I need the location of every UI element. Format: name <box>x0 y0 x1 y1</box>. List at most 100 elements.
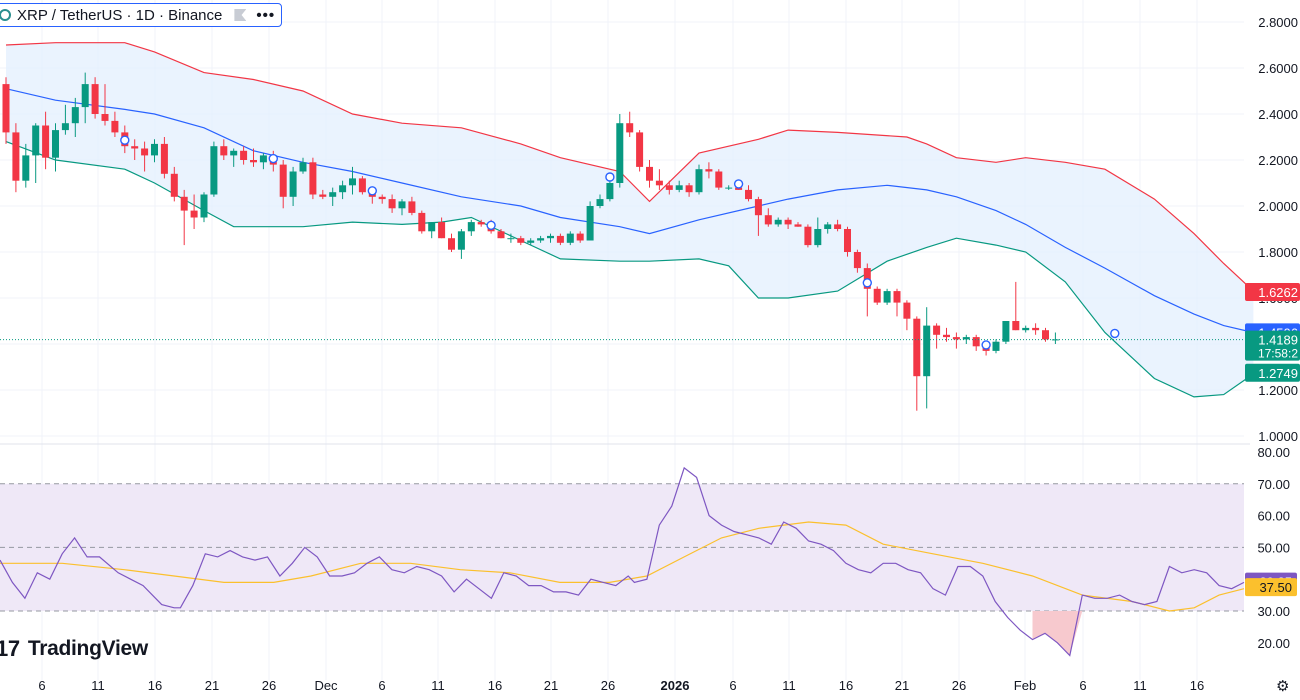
event-marker <box>367 186 377 196</box>
candle <box>873 286 881 305</box>
rsi-value-label-bg <box>1245 578 1297 597</box>
candle-body <box>22 155 30 181</box>
candle <box>1042 327 1049 342</box>
candle <box>190 194 198 229</box>
candle <box>339 180 347 200</box>
candle <box>22 143 30 188</box>
time-tick-label: 26 <box>952 678 966 693</box>
candle <box>259 153 267 170</box>
rsi-ma-line <box>0 521 1245 612</box>
event-marker <box>605 172 615 182</box>
candle <box>61 104 69 135</box>
candle-body <box>477 222 485 225</box>
candle-body <box>556 235 564 243</box>
candle-body <box>962 337 970 340</box>
price-tick-label: 2.6000 <box>1258 61 1298 76</box>
candle-body <box>853 252 861 269</box>
candle <box>824 222 832 234</box>
candle <box>141 141 149 172</box>
candle-body <box>141 148 149 156</box>
candle-body <box>883 291 891 303</box>
candle <box>160 137 168 179</box>
candle <box>695 164 703 195</box>
candle <box>636 130 644 172</box>
candle-body <box>952 337 960 340</box>
candle <box>923 307 931 409</box>
time-tick-label: 21 <box>895 678 909 693</box>
candle-body <box>299 162 307 172</box>
candle <box>1012 281 1020 331</box>
candle-body <box>507 238 515 240</box>
candle <box>398 199 406 216</box>
candle <box>913 316 921 411</box>
candle <box>250 148 257 167</box>
candle-body <box>616 123 624 183</box>
candle-body <box>388 199 396 209</box>
candle-body <box>309 162 317 195</box>
time-tick-label: 16 <box>1190 678 1204 693</box>
candle-body <box>586 206 594 241</box>
candle <box>576 231 584 243</box>
candle <box>903 300 911 331</box>
candle-body <box>408 201 416 213</box>
event-markers[interactable] <box>120 135 1259 350</box>
rsi-tick-label: 80.00 <box>1257 445 1290 460</box>
candle-body <box>517 238 525 243</box>
candle-body <box>566 233 574 243</box>
candle-body <box>101 114 109 121</box>
candle-body <box>497 231 505 239</box>
tradingview-logo[interactable]: 17 TradingView <box>0 636 148 662</box>
candle-body <box>428 222 436 232</box>
rsi-pane <box>0 466 1245 657</box>
time-tick-label: 16 <box>488 678 502 693</box>
candle <box>230 148 238 167</box>
candle-body <box>933 325 941 335</box>
candle-body <box>537 238 545 241</box>
candle <box>606 180 614 202</box>
candle-body <box>1012 321 1020 331</box>
price-countdown-text: 17:58:2 <box>1258 347 1298 361</box>
candle <box>596 194 604 209</box>
candle-body <box>61 123 69 131</box>
candle <box>883 288 891 305</box>
candle-body <box>349 178 356 186</box>
candle-body <box>418 212 426 232</box>
candle-body <box>151 143 158 156</box>
candle <box>626 111 634 137</box>
candle-body <box>200 194 208 218</box>
candle <box>1051 332 1059 344</box>
tradingview-logo-text: TradingView <box>27 637 148 660</box>
candle <box>358 176 366 195</box>
symbol-label: XRP / TetherUS · 1D · Binance <box>17 6 223 24</box>
event-marker <box>120 135 130 145</box>
candle-body <box>576 233 584 241</box>
time-tick-label: 2026 <box>661 678 690 693</box>
candle <box>893 288 901 317</box>
candle-body <box>81 84 89 108</box>
time-tick-label: 6 <box>729 678 736 693</box>
more-options-icon[interactable]: ••• <box>256 6 276 24</box>
candle-body <box>160 143 168 174</box>
candle <box>665 180 673 195</box>
candle <box>933 323 941 349</box>
rsi-line <box>0 466 1245 657</box>
candle <box>655 169 663 190</box>
candle <box>408 196 416 216</box>
symbol-legend[interactable]: XRP / TetherUS · 1D · Binance ••• <box>0 3 283 27</box>
candle-body <box>457 231 465 250</box>
candle <box>71 97 79 137</box>
candle-body <box>1022 327 1030 331</box>
candle <box>319 189 327 200</box>
flag-icon[interactable] <box>234 9 247 21</box>
time-axis[interactable]: 6 11 16 21 26 Dec 6 11 16 21 26 2026 6 11 16 21 26 Feb 6 11… <box>38 678 1204 693</box>
candle-body <box>279 164 287 197</box>
time-tick-label: Dec <box>314 678 338 693</box>
candle <box>42 111 50 170</box>
rsi-value-label: 37.50 <box>1245 578 1297 597</box>
candle-body <box>804 226 812 246</box>
settings-gear-icon[interactable]: ⚙ <box>1276 678 1290 695</box>
price-value-label-bg <box>1245 282 1300 301</box>
candle <box>844 226 851 257</box>
